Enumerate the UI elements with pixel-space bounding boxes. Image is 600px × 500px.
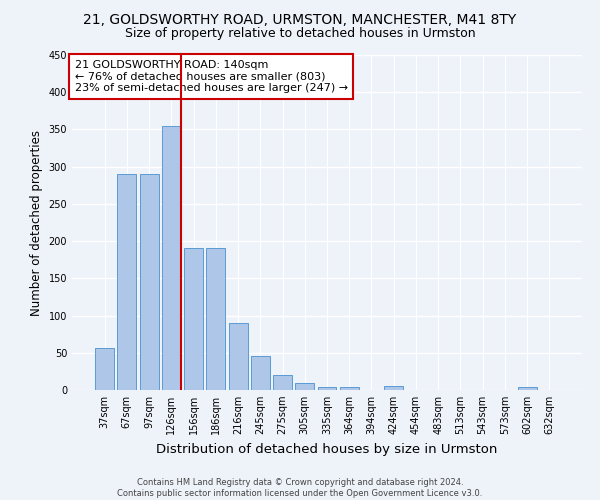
Bar (317, 387, 337, 390)
Bar (251, 356, 270, 390)
Text: Contains HM Land Registry data © Crown copyright and database right 2024.
Contai: Contains HM Land Registry data © Crown c… (118, 478, 482, 498)
Bar (184, 248, 203, 390)
Y-axis label: Number of detached properties: Number of detached properties (30, 130, 43, 316)
Bar (273, 375, 292, 390)
Bar (229, 323, 248, 390)
X-axis label: Distribution of detached houses by size in Urmston: Distribution of detached houses by size … (157, 442, 497, 456)
Text: 21, GOLDSWORTHY ROAD, URMSTON, MANCHESTER, M41 8TY: 21, GOLDSWORTHY ROAD, URMSTON, MANCHESTE… (83, 12, 517, 26)
Bar (384, 386, 403, 390)
Bar (295, 384, 314, 390)
Bar (140, 174, 158, 390)
Text: Size of property relative to detached houses in Urmston: Size of property relative to detached ho… (125, 28, 475, 40)
Bar (206, 248, 225, 390)
Bar (118, 174, 136, 390)
Bar (162, 126, 181, 390)
Bar (518, 387, 536, 390)
Text: 21 GOLDSWORTHY ROAD: 140sqm
← 76% of detached houses are smaller (803)
23% of se: 21 GOLDSWORTHY ROAD: 140sqm ← 76% of det… (74, 60, 347, 93)
Bar (340, 387, 359, 390)
Bar (95, 348, 114, 390)
